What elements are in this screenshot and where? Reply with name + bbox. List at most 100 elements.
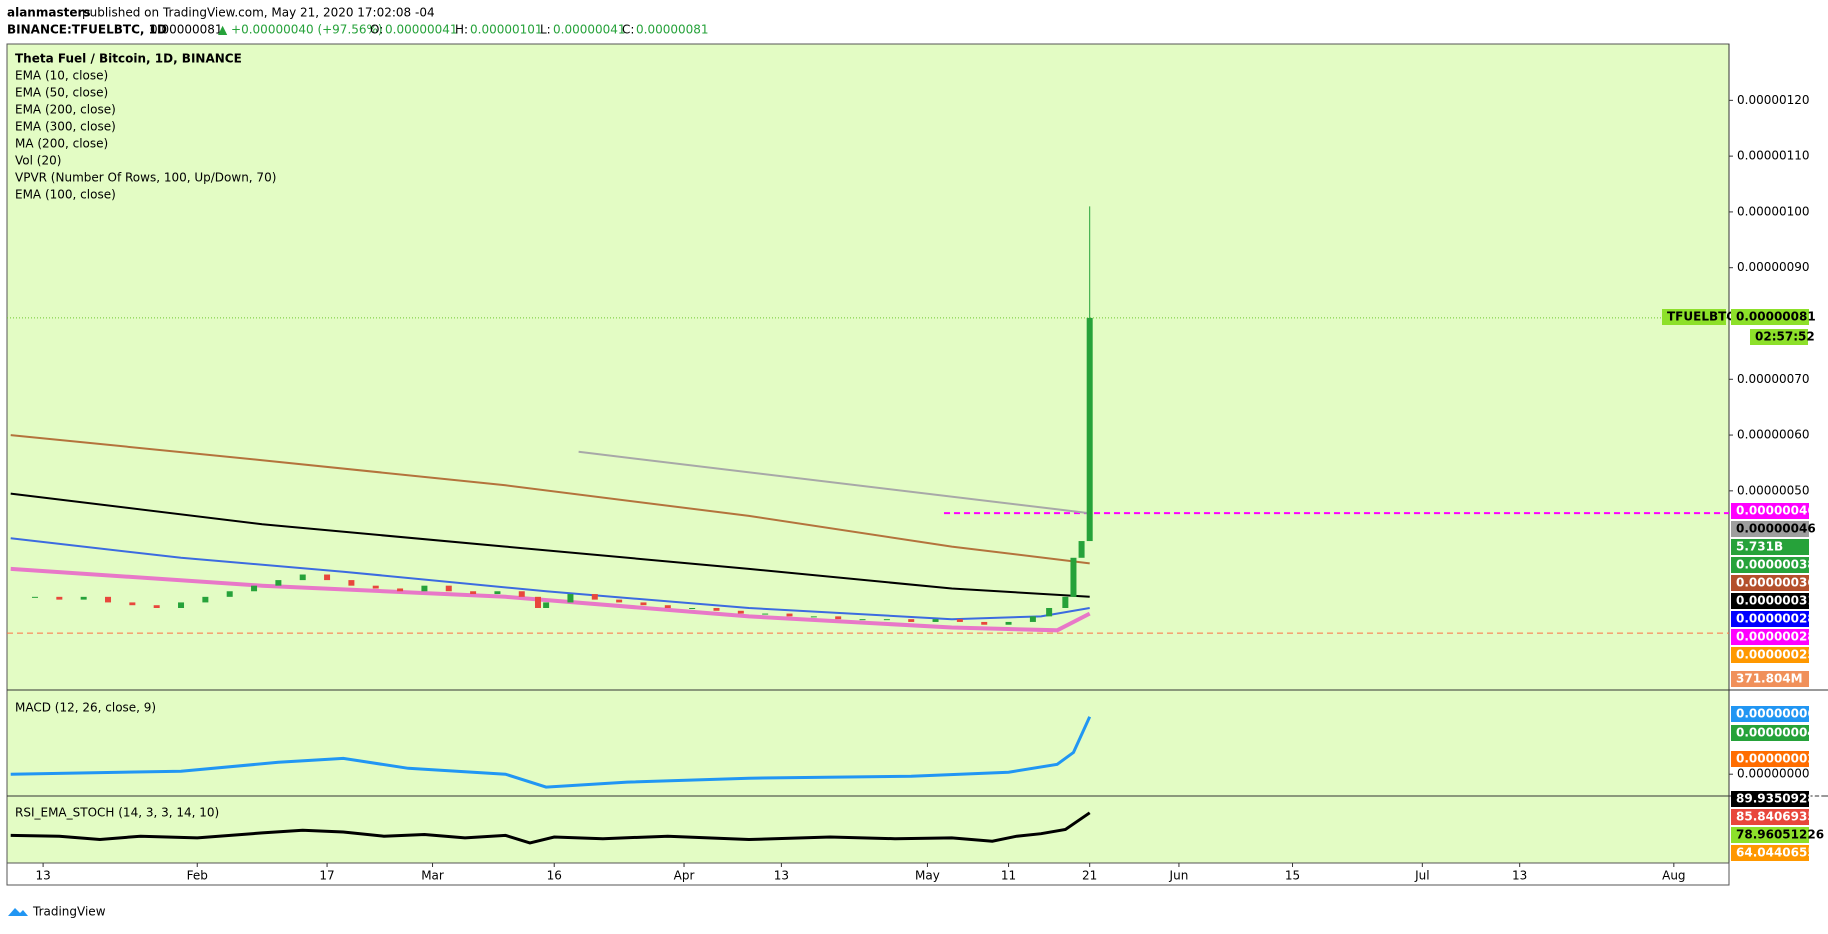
moving-average	[578, 450, 1090, 515]
candle	[518, 591, 525, 597]
candle	[689, 607, 696, 609]
x-tick-label: 16	[547, 869, 562, 883]
x-tick-label: Aug	[1662, 869, 1685, 883]
candle	[1029, 616, 1036, 622]
candle	[591, 594, 598, 600]
price-tag	[1731, 706, 1809, 722]
candle	[1070, 557, 1077, 597]
candle	[1078, 541, 1085, 558]
h-label: H:	[455, 23, 468, 37]
last: 0.00000081	[150, 23, 223, 37]
candle	[129, 602, 136, 606]
open: 0.00000041	[385, 23, 458, 37]
candle	[810, 616, 817, 618]
x-tick-label: Jul	[1414, 869, 1429, 883]
high: 0.00000101	[470, 23, 543, 37]
candle	[226, 591, 233, 597]
candle	[275, 580, 282, 586]
x-tick-label: 11	[1001, 869, 1016, 883]
price-tag-label: 0.00000031	[1736, 594, 1816, 608]
price-tag	[1731, 647, 1809, 663]
price-tag	[1731, 503, 1809, 519]
price-tag	[1731, 671, 1809, 687]
plot-background	[6, 43, 1730, 864]
candle	[1005, 621, 1012, 625]
candle	[762, 613, 769, 615]
published: published on TradingView.com, May 21, 20…	[82, 6, 435, 20]
candle	[640, 602, 647, 606]
x-tick-label: Feb	[187, 869, 208, 883]
candle	[713, 607, 720, 611]
candle	[251, 585, 258, 592]
logo	[8, 908, 28, 916]
price-tag	[1731, 557, 1809, 573]
price-tag-label: 78.96051226	[1736, 828, 1824, 842]
legend-item: EMA (100, close)	[15, 188, 116, 202]
price-tag-label: 0.00000025	[1736, 648, 1816, 662]
candle	[31, 596, 38, 598]
x-tick-label: Jun	[1169, 869, 1189, 883]
candle	[1086, 317, 1093, 542]
l-label: L:	[540, 23, 551, 37]
candle	[835, 616, 842, 620]
candle	[348, 580, 355, 586]
price-tag	[1731, 845, 1809, 861]
legend-item: EMA (300, close)	[15, 120, 116, 134]
candle	[299, 574, 306, 581]
price-tag-label: 0.00000038	[1736, 558, 1816, 572]
candle	[981, 621, 988, 625]
price-tag	[1750, 329, 1808, 345]
panel-title: RSI_EMA_STOCH (14, 3, 3, 14, 10)	[15, 806, 219, 820]
y-tick-label: 0.00000100	[1737, 204, 1810, 218]
price-tag-label: 0.00000004	[1736, 726, 1816, 740]
candle	[56, 596, 63, 600]
candle	[786, 613, 793, 617]
candle	[664, 605, 671, 608]
change: ▲ +0.00000040 (+97.56%)	[218, 23, 383, 37]
x-tick-label: 15	[1285, 869, 1300, 883]
y-tick-label: 0.00000090	[1737, 260, 1810, 274]
candle	[421, 585, 428, 592]
candle	[153, 605, 160, 608]
candle	[397, 588, 404, 592]
price-tag	[1662, 309, 1726, 325]
candle	[80, 596, 87, 600]
price-tag-label: 0.00000046	[1736, 504, 1816, 518]
candle	[543, 602, 550, 608]
candle	[470, 591, 477, 595]
candle	[1046, 607, 1053, 617]
price-tag-label: 0.00000046	[1736, 522, 1816, 536]
price-tag	[1731, 791, 1809, 807]
candle	[105, 596, 112, 603]
price-tag	[1731, 827, 1809, 843]
price-tag-label: 64.04406551	[1736, 846, 1824, 860]
price-tag-label: 0.00000028	[1736, 612, 1816, 626]
price-tag-label: 0.00000036	[1736, 576, 1816, 590]
time-axis	[6, 862, 1730, 886]
candle	[372, 585, 379, 589]
price-tag-label: 0.00000006	[1736, 707, 1816, 721]
y-tick-label: 0.00000120	[1737, 93, 1810, 107]
y-tick-label: 0.00000110	[1737, 149, 1810, 163]
price-tag-label: 02:57:52	[1755, 330, 1815, 344]
legend-item: VPVR (Number Of Rows, 100, Up/Down, 70)	[15, 171, 276, 185]
macd-line	[10, 716, 1092, 789]
candle	[932, 619, 939, 622]
candle	[535, 596, 542, 608]
moving-average	[10, 566, 1091, 633]
y-tick-label: 0.00000060	[1737, 428, 1810, 442]
candle	[908, 619, 915, 622]
price-tag-label: 0.00000081	[1736, 310, 1816, 324]
footer: TradingView	[32, 905, 106, 919]
panel-title: MACD (12, 26, close, 9)	[15, 701, 156, 715]
symbol: BINANCE:TFUELBTC, 1D	[7, 23, 167, 37]
price-tag-label: 371.804M	[1736, 672, 1803, 686]
price-tag	[1731, 521, 1809, 537]
candle	[616, 599, 623, 603]
candle	[737, 610, 744, 614]
price-tag	[1731, 309, 1809, 325]
price-tag-label: TFUELBTC	[1667, 310, 1735, 324]
price-tag-label: 85.84069357	[1736, 810, 1824, 824]
